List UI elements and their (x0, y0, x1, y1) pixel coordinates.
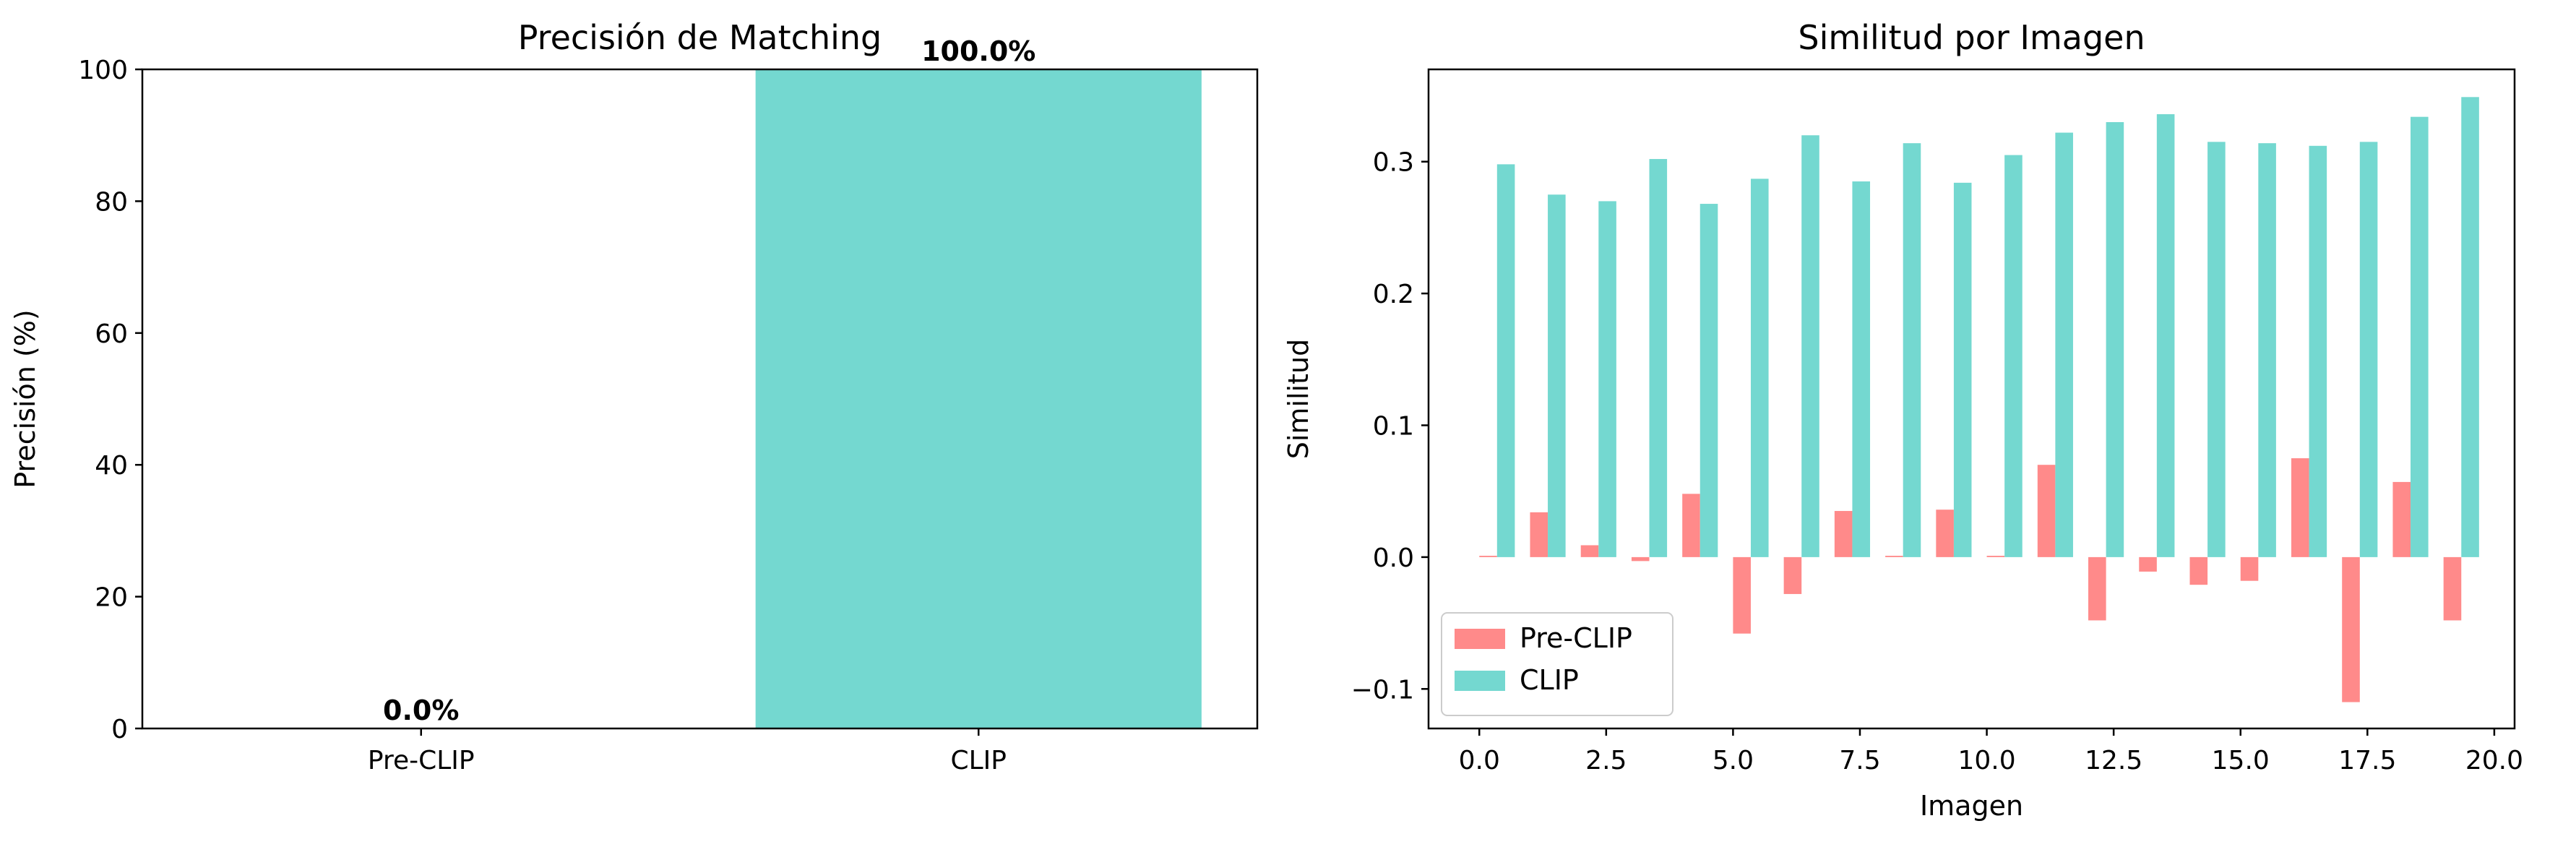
legend-swatch (1455, 629, 1505, 649)
pre-clip-bar (1783, 556, 1802, 594)
pre-clip-bar (1936, 510, 1954, 557)
pre-clip-bar (2189, 556, 2208, 585)
clip-bar (2004, 155, 2023, 557)
x-tick-label: 20.0 (2465, 746, 2523, 775)
clip-bar (1852, 181, 1871, 557)
clip-bar (2106, 121, 2124, 557)
y-tick-label: 0 (111, 715, 128, 744)
legend-label: CLIP (1520, 664, 1579, 696)
pre-clip-bar (2037, 465, 2056, 557)
chart2-bars (1479, 97, 2479, 702)
clip-bar (2411, 116, 2429, 557)
chart2-ylabel: Similitud (1283, 339, 1314, 459)
clip-bar (2359, 142, 2378, 557)
chart1-bars (755, 69, 1202, 728)
x-tick-label: 5.0 (1713, 746, 1754, 775)
clip-bar (1801, 135, 1819, 557)
bar-clip (755, 69, 1202, 728)
legend-label: Pre-CLIP (1520, 622, 1632, 654)
x-tick-label: CLIP (950, 746, 1007, 775)
y-tick-label: 80 (95, 187, 128, 217)
pre-clip-bar (1580, 545, 1599, 557)
x-tick-label: 7.5 (1839, 746, 1880, 775)
x-tick-label: 12.5 (2085, 746, 2142, 775)
y-tick-label: 100 (78, 56, 128, 85)
x-tick-label: 17.5 (2338, 746, 2396, 775)
chart1-frame (141, 68, 1259, 730)
y-tick-label: 0.1 (1373, 411, 1414, 441)
clip-bar (1496, 164, 1515, 557)
pre-clip-bar (2240, 556, 2259, 581)
pre-clip-bar (2291, 458, 2309, 557)
clip-bar (2156, 114, 2175, 557)
clip-bar (1700, 204, 1718, 557)
chart1-y-ticks: 0 20 40 60 80 100 (78, 56, 142, 744)
chart1-ylabel: Precisión (%) (9, 309, 41, 488)
y-tick-label: −0.1 (1351, 675, 1414, 705)
pre-clip-bar (1682, 494, 1700, 557)
chart2-frame (1427, 68, 2516, 730)
clip-bar (2461, 97, 2479, 557)
pre-clip-bar (2443, 556, 2462, 621)
data-label: 100.0% (921, 35, 1035, 67)
x-tick-label: 10.0 (1957, 746, 2015, 775)
pre-clip-bar (2342, 556, 2360, 702)
pre-clip-bar (2088, 556, 2106, 621)
clip-bar (1598, 201, 1616, 557)
chart2-title: Similitud por Imagen (1798, 18, 2145, 57)
clip-bar (2309, 145, 2327, 557)
chart1-x-ticks: Pre-CLIP CLIP (368, 728, 1007, 775)
pre-clip-bar (2392, 481, 2411, 557)
pre-clip-bar (1885, 556, 1903, 557)
clip-bar (2258, 143, 2276, 557)
y-tick-label: 40 (95, 451, 128, 481)
x-tick-label: 15.0 (2212, 746, 2270, 775)
chart1-data-labels: 0.0% 100.0% (383, 35, 1035, 726)
y-tick-label: 0.0 (1373, 543, 1414, 573)
pre-clip-bar (1631, 556, 1650, 562)
y-tick-label: 0.2 (1373, 280, 1414, 309)
clip-bar (1548, 194, 1566, 557)
pre-clip-bar (1733, 556, 1751, 634)
x-tick-label: Pre-CLIP (368, 746, 475, 775)
clip-bar (2055, 132, 2073, 557)
x-tick-label: 0.0 (1459, 746, 1500, 775)
chart2-xlabel: Imagen (1920, 790, 2023, 822)
clip-bar (1750, 179, 1769, 557)
pre-clip-bar (1479, 556, 1497, 557)
chart2-legend: Pre-CLIP CLIP (1441, 612, 1673, 716)
y-tick-label: 60 (95, 319, 128, 349)
x-tick-label: 2.5 (1585, 746, 1627, 775)
chart-matching-precision: Precisión de Matching Precisión (%) 0 20 4… (9, 18, 1259, 775)
legend-swatch (1455, 671, 1505, 691)
pre-clip-bar (1986, 556, 2005, 557)
chart1-title: Precisión de Matching (518, 18, 882, 57)
chart-similarity-per-image: Similitud por Imagen Similitud Imagen −0… (1283, 18, 2523, 822)
chart2-y-ticks: −0.1 0.0 0.1 0.2 0.3 (1351, 148, 1429, 705)
clip-bar (2207, 142, 2226, 557)
clip-bar (1953, 182, 1972, 557)
data-label: 0.0% (383, 695, 459, 726)
pre-clip-bar (2139, 556, 2157, 572)
clip-bar (1903, 143, 1921, 557)
clip-bar (1649, 159, 1668, 557)
pre-clip-bar (1530, 512, 1548, 557)
chart2-x-ticks: 0.0 2.5 5.0 7.5 10.0 12.5 15.0 17.5 20.0 (1459, 728, 2523, 775)
y-tick-label: 20 (95, 583, 128, 613)
pre-clip-bar (1834, 511, 1853, 557)
y-tick-label: 0.3 (1373, 148, 1414, 178)
